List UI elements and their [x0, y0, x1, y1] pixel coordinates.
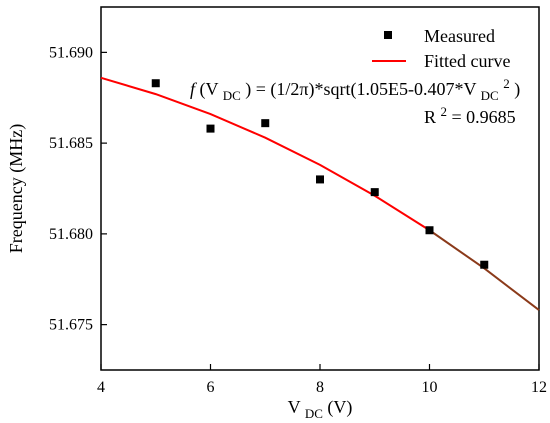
equation-sup: 2 [503, 76, 510, 91]
legend-measured-label: Measured [424, 26, 495, 46]
x-tick-label: 4 [97, 379, 105, 396]
equation-sub1: DC [223, 88, 241, 103]
measured-point [261, 119, 270, 128]
equation-close: ) [514, 79, 520, 100]
measured-points-layer [151, 79, 489, 269]
r2-prefix: R [424, 107, 436, 127]
legend: Measured Fitted curve [372, 26, 510, 71]
y-tick-label: 51.685 [49, 135, 93, 152]
measured-point [316, 175, 324, 184]
x-axis-label-suffix: (V) [327, 397, 352, 418]
measured-point [370, 188, 379, 197]
x-axis-label: V DC (V) [288, 397, 353, 422]
y-tick-label: 51.675 [49, 317, 93, 334]
r2-superscript: 2 [441, 104, 448, 119]
x-tick-label: 12 [531, 379, 547, 396]
measured-point [480, 260, 489, 269]
legend-measured-marker [384, 31, 392, 39]
equation-open: (V [200, 79, 219, 100]
measured-point [206, 124, 215, 133]
r-squared-annotation: R 2 = 0.9685 [424, 100, 516, 127]
x-tick-label: 10 [422, 379, 438, 396]
y-tick-label: 51.680 [49, 226, 93, 243]
equation-f: f [190, 79, 198, 99]
fit-equation-annotation: f (V DC ) = (1/2π)*sqrt(1.05E5-0.407*V D… [190, 72, 520, 104]
axis-ticks-layer: 4 6 8 10 12 51.675 51.680 51.685 51.690 [49, 44, 547, 396]
x-tick-label: 6 [207, 379, 215, 396]
measured-point [151, 79, 160, 88]
x-axis-label-main: V [288, 397, 301, 417]
r2-value: = 0.9685 [452, 107, 516, 127]
measured-point [425, 226, 434, 235]
x-tick-label: 8 [316, 379, 324, 396]
legend-fitted-curve-label: Fitted curve [424, 51, 510, 71]
y-tick-label: 51.690 [49, 44, 93, 61]
x-axis-label-sub: DC [305, 406, 323, 421]
y-axis-label: Frequency (MHz) [6, 124, 27, 253]
equation-sub2: DC [481, 88, 499, 103]
equation-middle: ) = (1/2π)*sqrt(1.05E5-0.407*V [245, 79, 476, 100]
